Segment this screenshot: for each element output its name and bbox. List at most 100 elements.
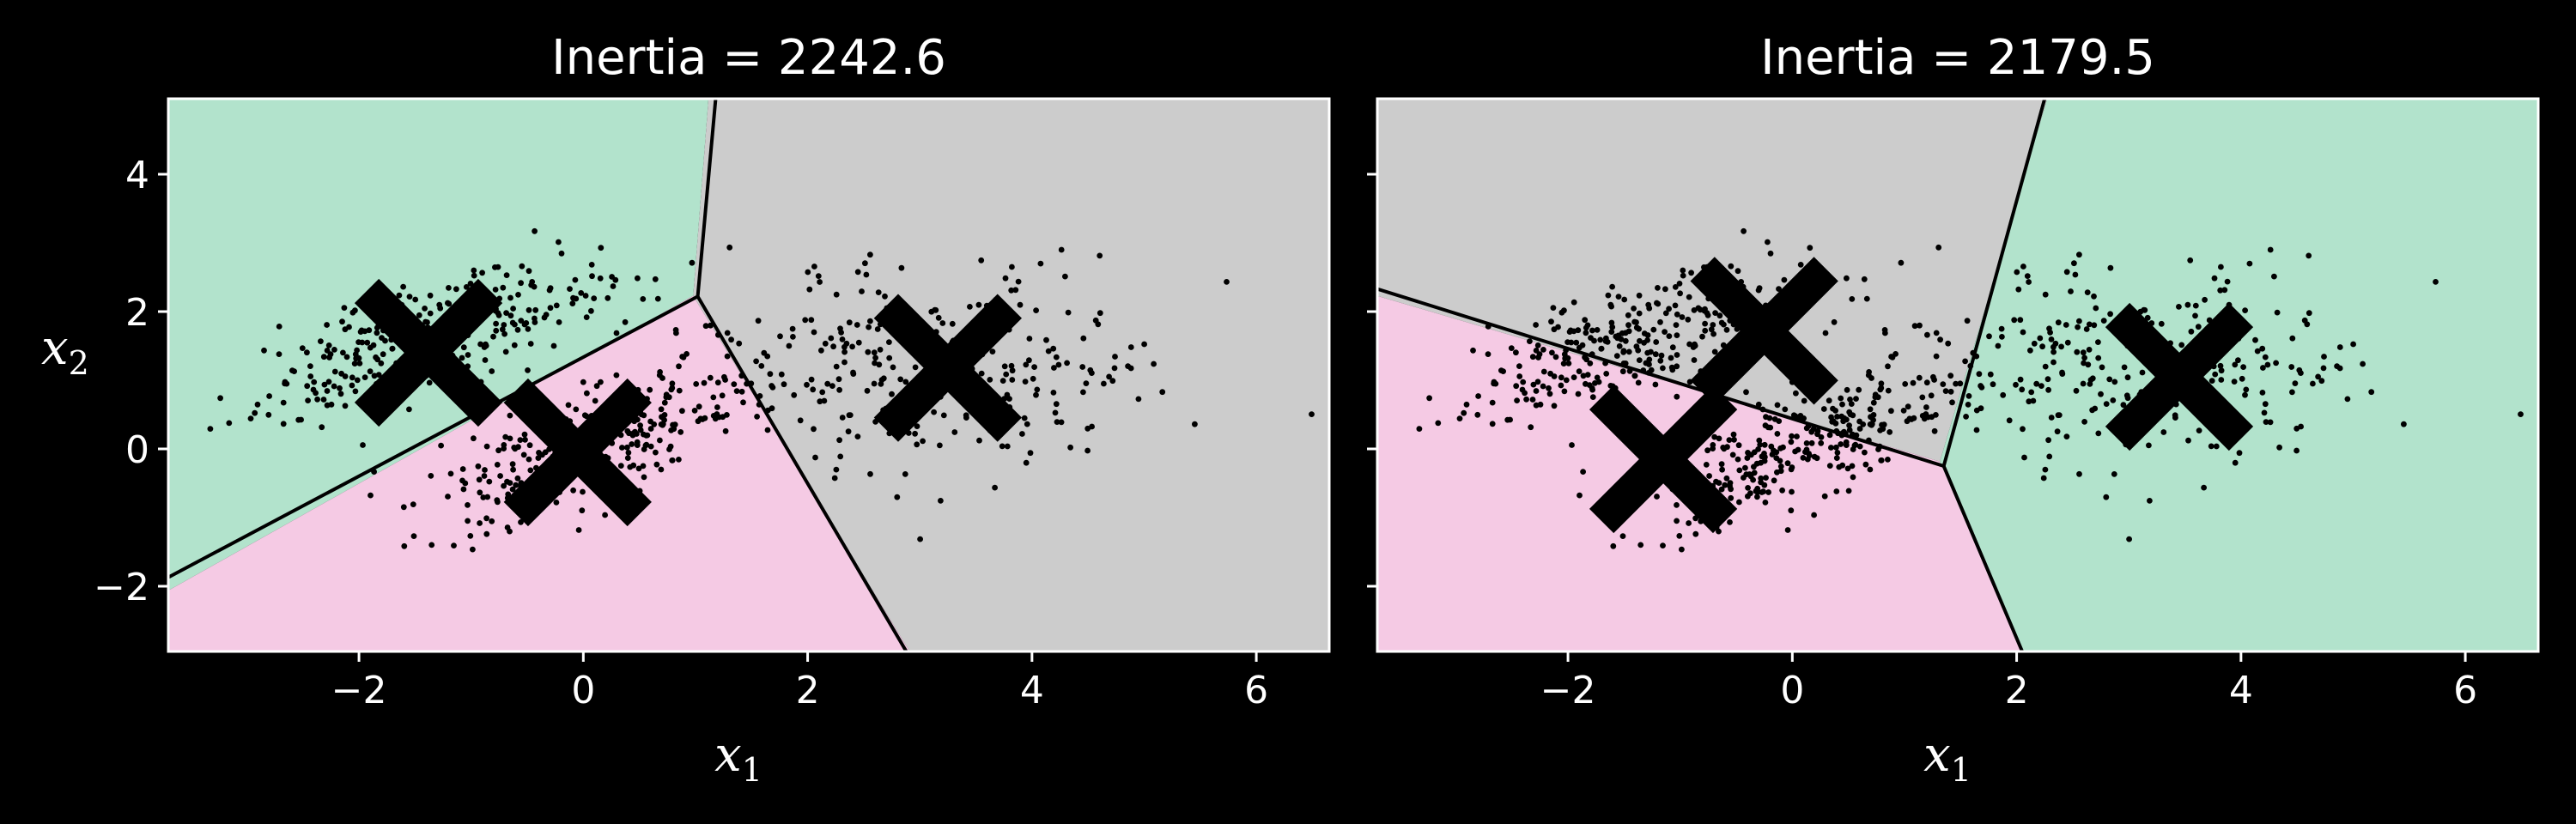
data-point xyxy=(1023,459,1030,466)
data-point xyxy=(2074,348,2081,355)
data-point xyxy=(320,354,327,360)
right-centroids xyxy=(1589,257,2254,534)
data-point xyxy=(580,488,586,495)
data-point xyxy=(355,354,362,361)
data-point xyxy=(1708,326,1715,333)
data-point xyxy=(1489,399,1496,406)
data-point xyxy=(845,428,852,435)
data-point xyxy=(1789,488,1795,495)
data-point xyxy=(1552,354,1559,360)
data-point xyxy=(299,345,306,351)
data-point xyxy=(1008,362,1015,369)
data-point xyxy=(1084,425,1091,432)
data-point xyxy=(2050,359,2057,366)
data-point xyxy=(1735,442,1742,449)
data-point xyxy=(1838,413,1845,420)
data-point xyxy=(850,371,857,377)
data-point xyxy=(483,341,489,348)
centroid-marker xyxy=(873,294,1023,442)
data-point xyxy=(2211,275,2218,282)
data-point xyxy=(2218,377,2225,383)
data-point xyxy=(342,326,349,333)
data-point xyxy=(886,339,892,345)
data-point xyxy=(1513,383,1520,390)
data-point xyxy=(1567,327,1574,334)
data-point xyxy=(495,447,501,454)
data-point xyxy=(470,546,476,553)
data-point xyxy=(1054,419,1060,425)
data-point xyxy=(1801,397,1807,404)
data-point xyxy=(1850,446,1856,452)
centroid-stroke xyxy=(873,294,1023,442)
data-point xyxy=(1945,340,1952,347)
data-point xyxy=(1613,353,1620,359)
data-point xyxy=(1831,318,1838,325)
data-point xyxy=(305,397,311,403)
data-point xyxy=(1015,278,1022,285)
data-point xyxy=(758,363,765,369)
data-point xyxy=(2232,361,2239,368)
data-point xyxy=(526,306,532,313)
data-point xyxy=(1533,388,1540,394)
data-point xyxy=(1508,345,1515,351)
data-point xyxy=(2293,425,2300,432)
data-point xyxy=(517,437,524,443)
data-point xyxy=(1710,322,1716,328)
data-point xyxy=(1691,307,1698,313)
data-point xyxy=(314,396,320,403)
data-point xyxy=(2028,389,2035,396)
data-point xyxy=(1680,272,1686,279)
data-point xyxy=(836,437,842,444)
data-point xyxy=(1898,259,1905,266)
data-point xyxy=(1846,427,1853,433)
data-point xyxy=(902,471,908,477)
y-tick-label: −2 xyxy=(94,566,149,609)
data-point xyxy=(1713,478,1719,485)
data-point xyxy=(702,415,708,421)
data-point xyxy=(2063,433,2070,439)
data-point xyxy=(1728,263,1735,270)
data-point xyxy=(1033,307,1039,313)
data-point xyxy=(1863,295,1870,302)
data-point xyxy=(761,349,768,356)
data-point xyxy=(1771,477,1777,484)
data-point xyxy=(1886,429,1893,435)
data-point xyxy=(2263,419,2269,425)
data-point xyxy=(1923,379,1930,386)
data-point xyxy=(1064,360,1070,367)
data-point xyxy=(933,306,939,313)
data-point xyxy=(352,351,359,358)
data-point xyxy=(696,403,702,410)
data-point xyxy=(1674,518,1680,524)
data-point xyxy=(483,443,490,450)
data-point xyxy=(1753,460,1760,467)
data-point xyxy=(1833,444,1839,451)
data-point xyxy=(651,421,658,427)
data-point xyxy=(2144,314,2151,321)
data-point xyxy=(1679,314,1686,320)
data-point xyxy=(482,357,489,363)
x-tick-label: 4 xyxy=(1020,669,1044,712)
data-point xyxy=(477,520,483,526)
data-point xyxy=(207,426,214,432)
data-point xyxy=(1540,347,1546,353)
data-point xyxy=(676,363,682,370)
data-point xyxy=(679,354,685,360)
data-point xyxy=(1588,335,1594,341)
data-point xyxy=(1829,418,1836,425)
data-point xyxy=(1760,488,1766,495)
data-point xyxy=(426,379,433,386)
data-point xyxy=(2076,470,2082,477)
data-point xyxy=(2045,437,2052,444)
data-point xyxy=(1978,385,1985,391)
data-point xyxy=(877,347,884,353)
data-point xyxy=(1653,339,1660,345)
data-point xyxy=(410,533,417,539)
data-point xyxy=(1461,409,1467,416)
data-point xyxy=(280,399,287,406)
data-point xyxy=(841,348,848,355)
data-point xyxy=(1019,431,1025,437)
x-tick-label: 2 xyxy=(796,669,820,712)
data-point xyxy=(663,391,670,398)
data-point xyxy=(753,358,759,365)
